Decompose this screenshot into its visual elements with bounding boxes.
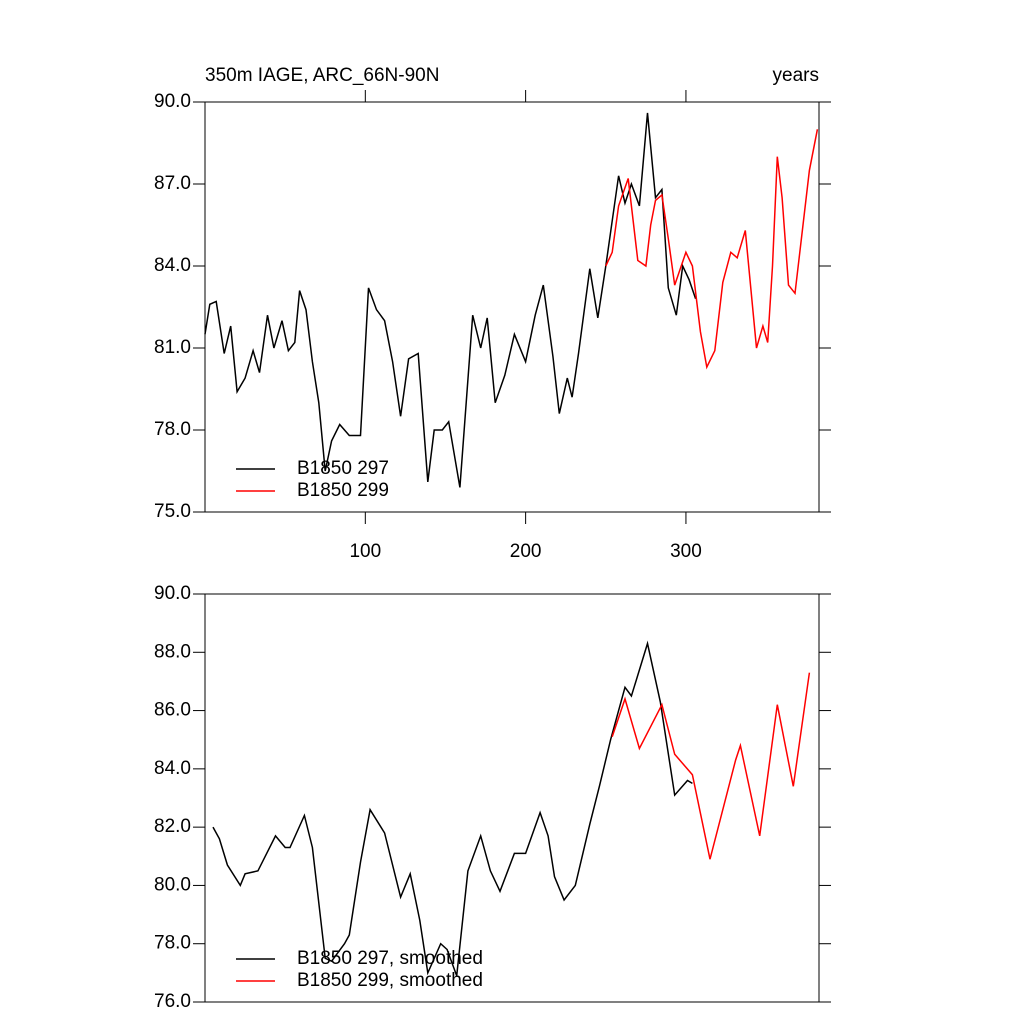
y-tick-label: 90.0 [154,91,191,112]
series-line [204,112,697,488]
series-line [611,672,811,860]
y-tick-label: 84.0 [154,758,191,779]
series-line [212,640,693,977]
y-tick-label: 78.0 [154,933,191,954]
y-tick-label: 75.0 [154,501,191,522]
y-tick-label: 82.0 [154,816,191,837]
x-tick-label: 200 [510,541,542,562]
x-tick-label: 300 [670,541,702,562]
y-tick-label: 90.0 [154,583,191,604]
y-tick-label: 84.0 [154,255,191,276]
legend-label: B1850 297, smoothed [297,948,483,969]
series-line [605,129,819,370]
y-tick-label: 78.0 [154,419,191,440]
plot-frame [204,101,820,513]
y-tick-label: 80.0 [154,874,191,895]
y-tick-label: 81.0 [154,337,191,358]
plot-frame [204,593,820,1003]
legend-label: B1850 297 [297,458,389,479]
y-tick-label: 87.0 [154,173,191,194]
y-tick-label: 88.0 [154,641,191,662]
legend-label: B1850 299 [297,480,389,501]
y-tick-label: 86.0 [154,700,191,721]
legend-label: B1850 299, smoothed [297,970,483,991]
units-label: years [773,65,819,86]
x-tick-label: 100 [349,541,381,562]
chart-title: 350m IAGE, ARC_66N-90N [205,65,439,86]
y-tick-label: 76.0 [154,991,191,1012]
